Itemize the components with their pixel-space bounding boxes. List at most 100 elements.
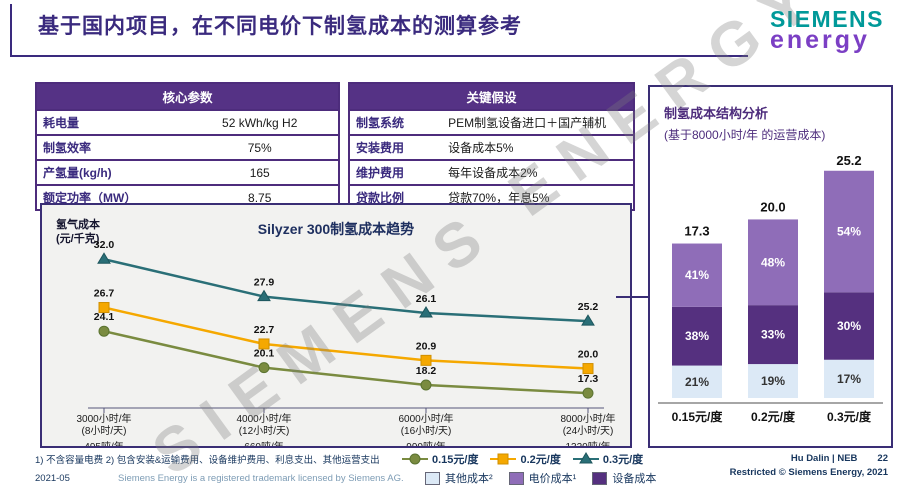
svg-text:41%: 41%	[685, 268, 709, 282]
row-label: 制氢效率	[43, 141, 92, 155]
table-header: 核心参数	[37, 84, 338, 109]
core-parameters-table: 核心参数 耗电量 52 kWh/kg H2 制氢效率 75% 产氢量(kg/h)…	[35, 82, 340, 211]
svg-text:0.3元/度: 0.3元/度	[827, 409, 872, 424]
stacked-bar-chart: 21% 38% 41% 17.3 0.15元/度 19% 33% 48% 20.0 0.2元/度 1…	[658, 153, 883, 424]
table-row: 制氢效率 75%	[37, 134, 338, 159]
legend-label: 0.3元/度	[602, 454, 644, 466]
table-row: 制氢系统 PEM制氢设备进口＋国产辅机	[350, 109, 633, 134]
svg-text:0.15元/度: 0.15元/度	[672, 409, 724, 424]
y-axis-label: 氢气成本 (元/千克)	[56, 219, 100, 246]
footer-right: Hu Dalin | NEB 22 Restricted © Siemens En…	[730, 452, 888, 481]
legend-label: 电价成本¹	[528, 473, 577, 485]
logo-siemens-text: SIEMENS	[769, 6, 884, 32]
legend-label: 设备成本	[612, 473, 657, 485]
row-value: 52 kWh/kg H2	[222, 115, 298, 130]
title-left-rule	[10, 4, 12, 56]
svg-text:8000小时/年: 8000小时/年	[560, 412, 615, 425]
svg-text:(12小时/天): (12小时/天)	[239, 425, 290, 437]
bar-chart-subtitle: (基于8000小时/年 的运营成本)	[664, 128, 826, 142]
logo-energy-text: energy	[769, 26, 870, 54]
svg-text:19%: 19%	[761, 374, 785, 388]
table-row: 贷款比例 贷款70%，年息5%	[350, 184, 633, 209]
svg-text:20.9: 20.9	[416, 340, 437, 352]
row-value: 75%	[247, 140, 272, 155]
svg-text:25.2: 25.2	[836, 153, 861, 168]
row-value: 8.75	[248, 190, 272, 205]
svg-text:6000小时/年: 6000小时/年	[398, 412, 453, 425]
bar-legend: 其他成本² 电价成本¹ 设备成本	[425, 470, 656, 486]
legend-item: 0.3元/度	[572, 451, 644, 467]
row-label: 额定功率（MW）	[43, 191, 137, 205]
svg-text:4000小时/年: 4000小时/年	[236, 412, 291, 425]
legend-label: 其他成本²	[445, 473, 493, 485]
svg-text:17%: 17%	[837, 372, 861, 386]
bar-chart-title: 制氢成本结构分析	[664, 106, 769, 121]
footer-author-line: Hu Dalin | NEB 22	[730, 452, 888, 466]
svg-text:20.0: 20.0	[760, 199, 785, 214]
row-label: 安装费用	[356, 141, 405, 155]
svg-text:1320吨/年: 1320吨/年	[565, 440, 610, 446]
table-row: 产氢量(kg/h) 165	[37, 159, 338, 184]
svg-text:17.3: 17.3	[684, 224, 709, 239]
line-chart: 3000小时/年(8小时/天) 495吨/年 4000小时/年(12小时/天) 660…	[76, 239, 615, 446]
svg-text:26.1: 26.1	[416, 293, 437, 305]
svg-text:990吨/年: 990吨/年	[406, 440, 445, 446]
footer-restricted: Restricted © Siemens Energy, 2021	[729, 467, 888, 479]
svg-text:3000小时/年: 3000小时/年	[76, 412, 131, 425]
table-row: 维护费用 每年设备成本2%	[350, 159, 633, 184]
row-label: 耗电量	[43, 116, 80, 130]
row-label: 贷款比例	[356, 191, 405, 205]
triangle-marker-icon	[572, 452, 599, 464]
row-value: PEM制氢设备进口＋国产辅机	[448, 116, 607, 130]
siemens-energy-logo: SIEMENS energy	[770, 6, 884, 55]
footnotes: 1) 不含容量电费 2) 包含安装&运输费用、设备维护费用、利息支出、其他运营支…	[35, 455, 380, 466]
svg-text:24.1: 24.1	[94, 311, 115, 323]
svg-text:(24小时/天): (24小时/天)	[563, 425, 614, 437]
svg-text:33%: 33%	[761, 328, 785, 342]
row-label: 产氢量(kg/h)	[43, 166, 112, 180]
footer-date: 2021-05	[35, 473, 70, 484]
svg-text:21%: 21%	[685, 375, 709, 389]
table-row: 耗电量 52 kWh/kg H2	[37, 109, 338, 134]
legend-item: 电价成本¹	[508, 470, 577, 486]
legend-item: 0.2元/度	[490, 451, 561, 467]
svg-text:30%: 30%	[837, 319, 861, 333]
svg-text:32.0: 32.0	[94, 239, 115, 251]
svg-text:17.3: 17.3	[578, 373, 599, 385]
table-header: 关键假设	[350, 84, 633, 109]
legend-item: 0.15元/度	[402, 451, 478, 467]
circle-marker-icon	[402, 453, 428, 465]
footer-author: Hu Dalin | NEB	[790, 453, 858, 464]
row-label: 制氢系统	[356, 116, 405, 130]
svg-text:18.2: 18.2	[416, 365, 437, 377]
row-value: 设备成本5%	[448, 141, 514, 155]
svg-text:20.1: 20.1	[254, 348, 275, 360]
table-row: 安装费用 设备成本5%	[350, 134, 633, 159]
line-chart-panel: Silyzer 300制氢成本趋势 氢气成本 (元/千克) 3000小时/年 (8…	[40, 203, 632, 448]
row-value: 165	[249, 165, 270, 180]
line-chart-title: Silyzer 300制氢成本趋势	[257, 221, 415, 237]
line-legend: 0.15元/度 0.2元/度 0.3元/度	[402, 451, 643, 467]
svg-text:38%: 38%	[685, 329, 709, 343]
square-marker-icon	[490, 453, 517, 465]
row-value: 每年设备成本2%	[448, 166, 538, 180]
svg-text:22.7: 22.7	[254, 324, 275, 336]
row-label: 维护费用	[356, 166, 405, 180]
page-number: 22	[877, 453, 888, 464]
footer-trademark: Siemens Energy is a registered trademark…	[118, 473, 404, 484]
legend-label: 0.2元/度	[520, 454, 561, 466]
svg-text:660吨/年: 660吨/年	[244, 440, 283, 446]
legend-item: 设备成本	[592, 470, 656, 486]
svg-text:0.2元/度: 0.2元/度	[751, 409, 796, 424]
bar-chart-panel: 制氢成本结构分析 (基于8000小时/年 的运营成本) 21% 38% 41% 17.…	[648, 85, 893, 448]
chart-connector-line	[616, 296, 652, 298]
svg-text:(8小时/天): (8小时/天)	[82, 425, 127, 437]
svg-text:26.7: 26.7	[94, 288, 115, 300]
title-underline	[10, 55, 748, 57]
legend-swatch-icon	[508, 471, 524, 485]
table-row: 额定功率（MW） 8.75	[37, 184, 338, 209]
page-title: 基于国内项目，在不同电价下制氢成本的测算参考	[38, 15, 522, 38]
legend-swatch-icon	[592, 471, 608, 485]
legend-item: 其他成本²	[425, 470, 493, 486]
